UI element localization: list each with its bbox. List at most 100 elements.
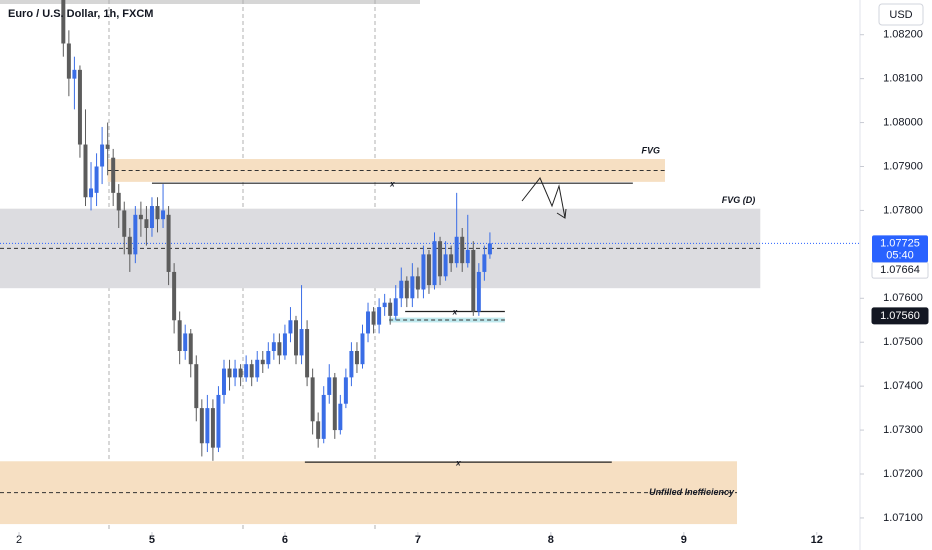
countdown: 05:40 bbox=[886, 249, 914, 261]
candle-body bbox=[100, 144, 105, 167]
y-tick-label: 1.08200 bbox=[883, 29, 923, 41]
plot-area bbox=[0, 0, 860, 532]
currency-box[interactable] bbox=[878, 3, 924, 26]
candle-body bbox=[111, 157, 116, 193]
level-label: x bbox=[389, 179, 395, 188]
candle-body bbox=[349, 351, 354, 378]
candle-body bbox=[471, 249, 476, 312]
currency: USD bbox=[889, 9, 912, 21]
candle-body bbox=[476, 271, 481, 312]
candle-body bbox=[465, 249, 470, 264]
candle-body bbox=[266, 351, 271, 365]
candle-body bbox=[122, 210, 127, 237]
y-tick-label: 1.07800 bbox=[883, 204, 923, 216]
candle-body bbox=[188, 333, 193, 365]
candle-body bbox=[399, 280, 404, 299]
top-bar bbox=[0, 0, 420, 4]
candle-body bbox=[393, 298, 398, 316]
candle-body bbox=[116, 192, 121, 211]
y-tick-label: 1.07300 bbox=[883, 424, 923, 436]
candle-body bbox=[332, 377, 337, 431]
candle-body bbox=[426, 254, 431, 286]
candle-body bbox=[377, 307, 382, 325]
chart-title: Euro / U.S. Dollar, 1h, FXCM bbox=[8, 8, 153, 20]
candle-body bbox=[233, 368, 238, 378]
y-tick-label: 1.08100 bbox=[883, 73, 923, 85]
y-tick-label: 1.07500 bbox=[883, 336, 923, 348]
y-tick-label: 1.07100 bbox=[883, 512, 923, 524]
candle-body bbox=[404, 280, 409, 299]
price-label: 1.07560 bbox=[880, 310, 920, 322]
y-tick-label: 1.08000 bbox=[883, 116, 923, 128]
candle-body bbox=[271, 342, 276, 352]
projection-arrow bbox=[521, 177, 566, 219]
price-box bbox=[871, 307, 929, 325]
candle-body bbox=[61, 0, 66, 44]
candle-body bbox=[460, 236, 465, 264]
candle-body bbox=[454, 236, 459, 264]
candle-body bbox=[127, 236, 132, 255]
zone-label: Unfilled Inefficiency bbox=[649, 487, 735, 497]
candle-body bbox=[221, 368, 226, 395]
x-tick-label: 12 bbox=[811, 534, 823, 546]
candle-body bbox=[244, 364, 249, 378]
last-price-box bbox=[872, 235, 928, 263]
candle-body bbox=[216, 394, 221, 448]
candle-body bbox=[482, 254, 487, 272]
candle-body bbox=[310, 377, 315, 422]
candle-body bbox=[415, 276, 420, 290]
zone-label: FVG (D) bbox=[722, 195, 756, 205]
candle-body bbox=[166, 214, 171, 272]
candle-body bbox=[382, 302, 387, 308]
x-tick-label: 9 bbox=[681, 534, 687, 546]
x-tick-label: 5 bbox=[149, 534, 155, 546]
candle-body bbox=[443, 254, 448, 277]
candle-body bbox=[487, 243, 492, 255]
candle-body bbox=[277, 342, 282, 356]
candle-body bbox=[410, 276, 415, 299]
candle-body bbox=[94, 166, 99, 193]
candle-body bbox=[338, 403, 343, 431]
candle-body bbox=[183, 333, 188, 352]
candle-body bbox=[205, 408, 210, 444]
arrow-head bbox=[556, 208, 567, 219]
candle-body bbox=[438, 241, 443, 277]
y-tick-label: 1.07200 bbox=[883, 468, 923, 480]
candle-body bbox=[371, 311, 376, 325]
candle-body bbox=[138, 214, 143, 220]
zone-label: FVG bbox=[641, 145, 660, 155]
candle-body bbox=[321, 394, 326, 439]
candle-body bbox=[210, 408, 215, 448]
candle-body bbox=[177, 320, 182, 352]
x-tick-label: 8 bbox=[548, 534, 554, 546]
candle-body bbox=[288, 320, 293, 334]
x-tick-label: 2 bbox=[16, 534, 22, 546]
last-price-label: 1.07725 bbox=[880, 237, 920, 249]
candle-body bbox=[432, 241, 437, 286]
candle-body bbox=[282, 333, 287, 356]
y-tick-label: 1.07900 bbox=[883, 160, 923, 172]
candle-body bbox=[366, 311, 371, 334]
candle-body bbox=[449, 254, 454, 264]
candle-body bbox=[260, 359, 265, 365]
candle-body bbox=[172, 271, 177, 321]
candle-body bbox=[105, 144, 110, 149]
candle-body bbox=[155, 206, 160, 220]
candle-body bbox=[421, 254, 426, 290]
candle-body bbox=[72, 69, 77, 79]
price-label: 1.07664 bbox=[880, 264, 920, 276]
candle-body bbox=[83, 144, 88, 198]
candle-body bbox=[360, 333, 365, 365]
level-label: x bbox=[452, 308, 458, 317]
candle-body bbox=[316, 421, 321, 439]
candle-body bbox=[133, 214, 138, 255]
candle-body bbox=[144, 219, 149, 228]
candle-body bbox=[89, 188, 94, 198]
candle-body bbox=[354, 351, 359, 365]
x-tick-label: 7 bbox=[415, 534, 421, 546]
candle-body bbox=[327, 377, 332, 395]
y-tick-label: 1.07400 bbox=[883, 380, 923, 392]
zone bbox=[107, 159, 665, 182]
candle-body bbox=[194, 364, 199, 409]
